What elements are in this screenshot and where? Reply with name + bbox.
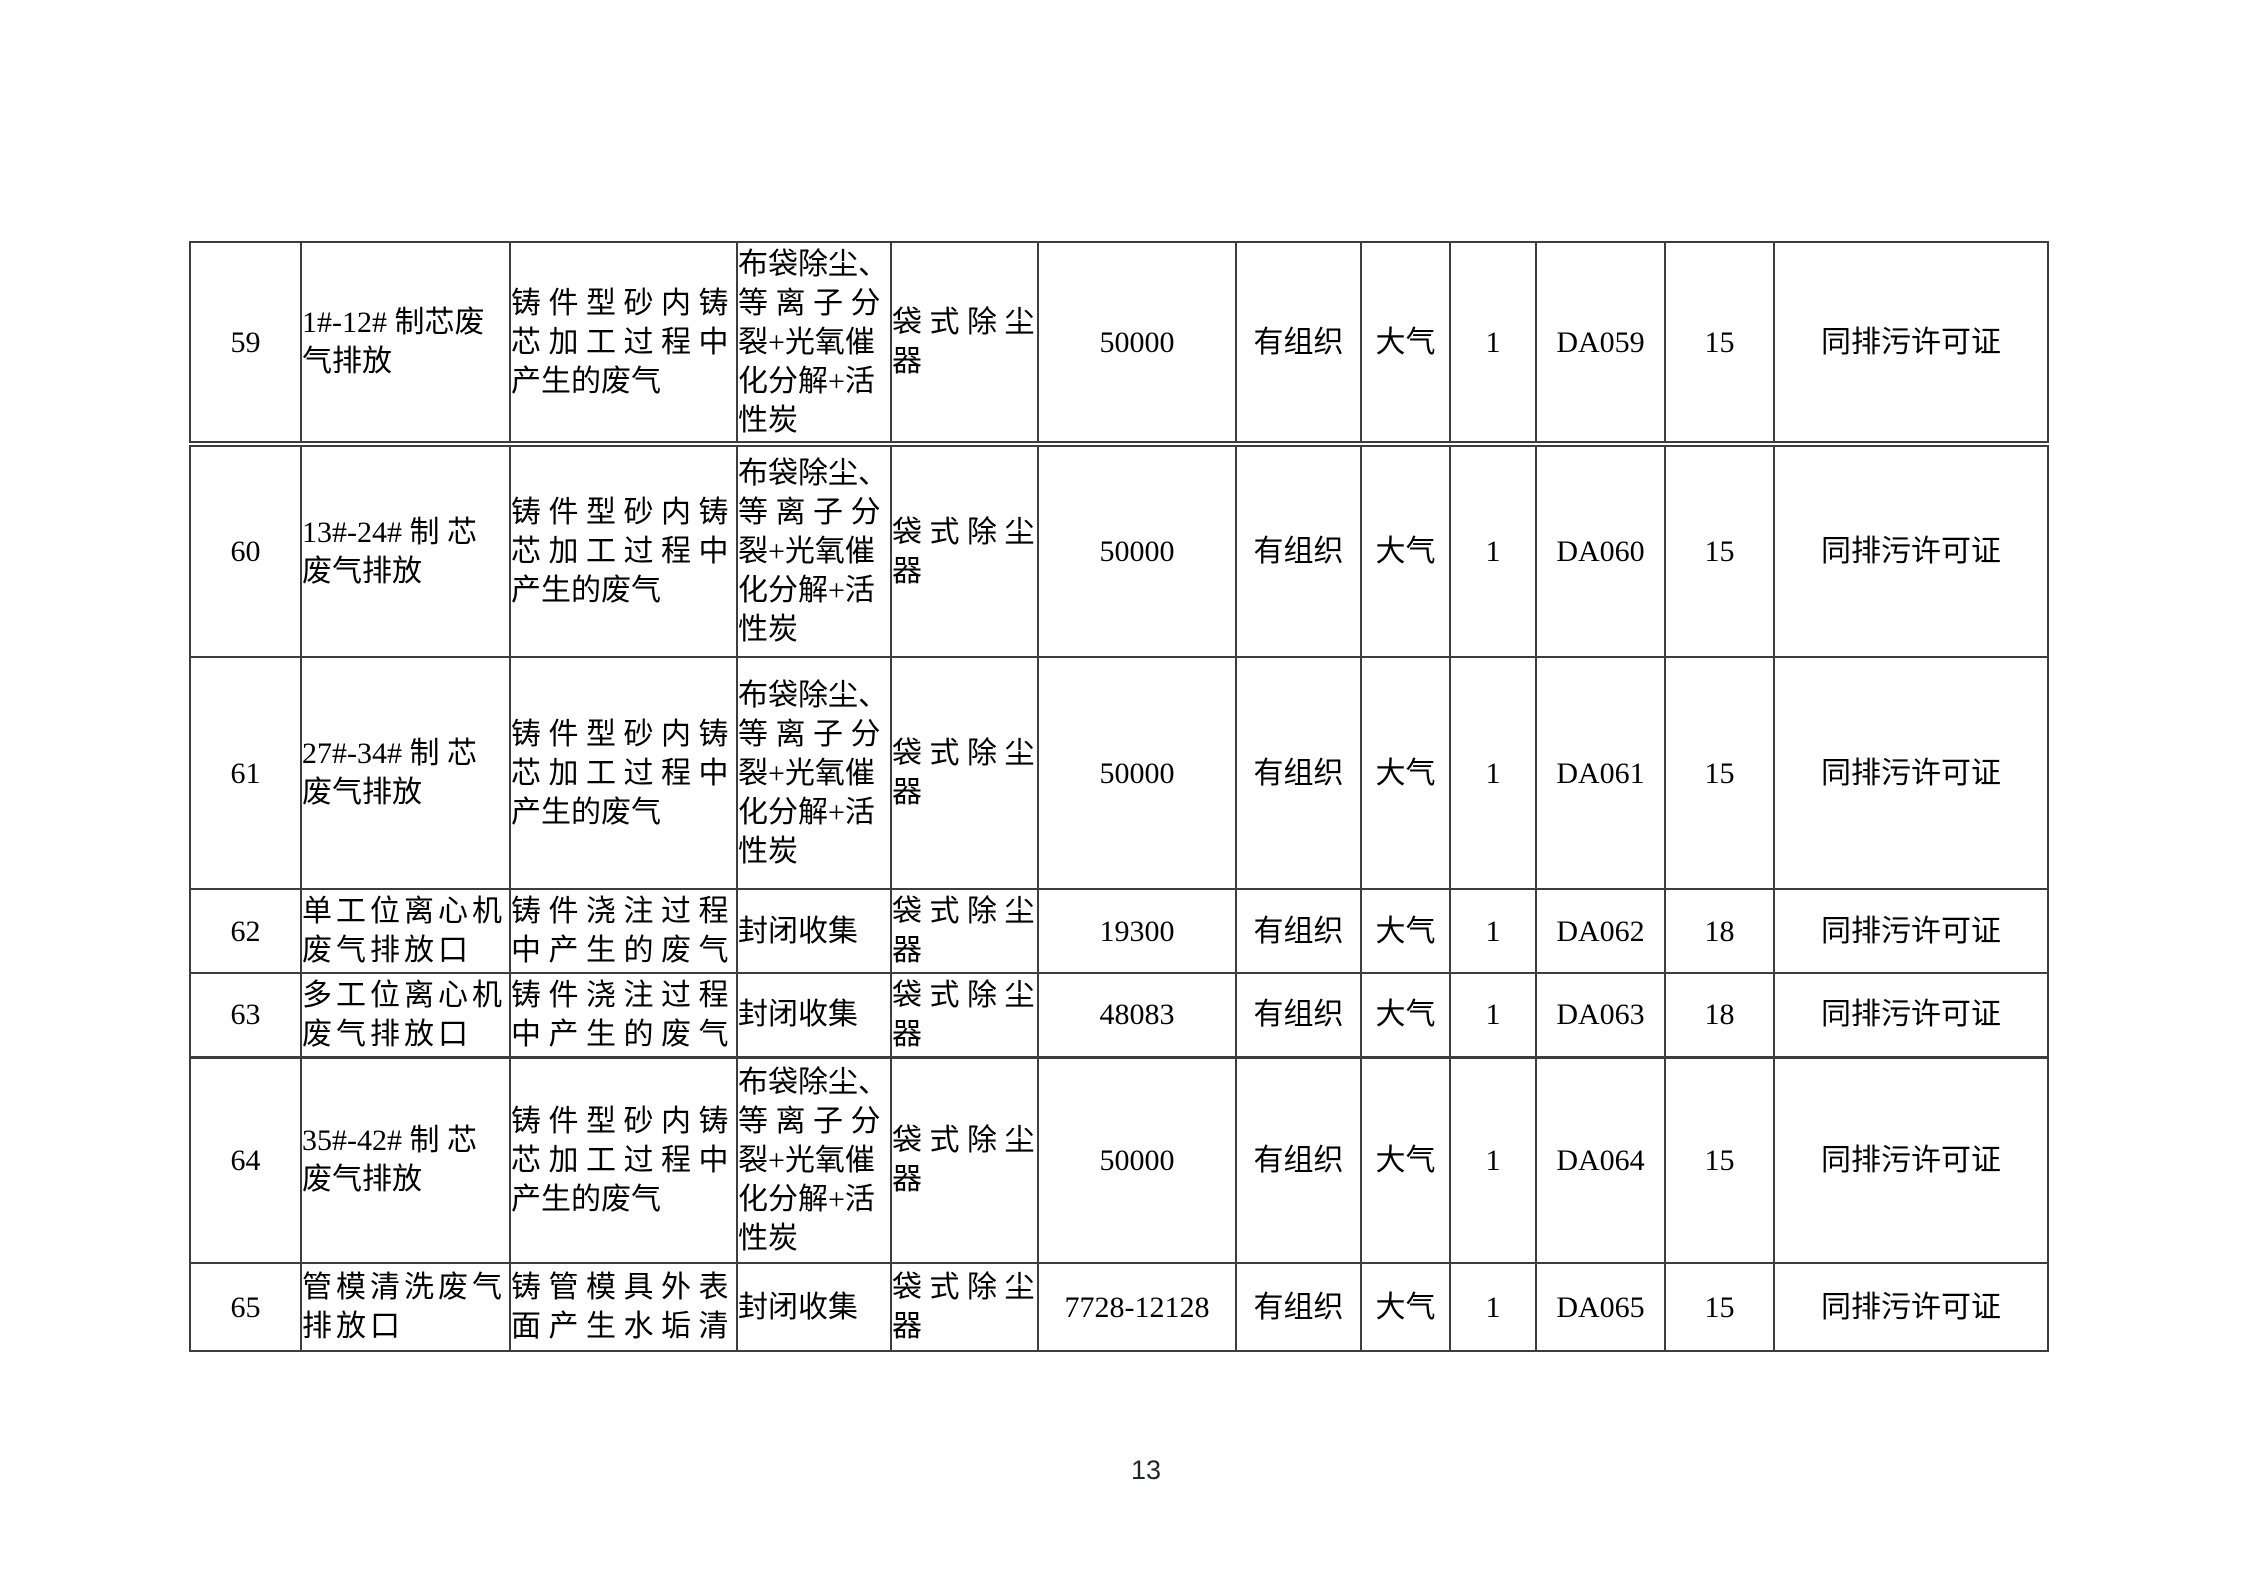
cell-height: 15 [1664, 1056, 1775, 1264]
cell-treatment: 布袋除尘、 等 离 子 分 裂+光氧催 化分解+活 性炭 [736, 443, 892, 658]
cell-treatment: 布袋除尘、 等 离 子 分 裂+光氧催 化分解+活 性炭 [736, 656, 892, 890]
cell-destination: 大气 [1360, 241, 1451, 447]
cell-quantity: 1 [1449, 1056, 1537, 1264]
cell-treatment: 布袋除尘、 等 离 子 分 裂+光氧催 化分解+活 性炭 [736, 1056, 892, 1264]
cell-treatment: 封闭收集 [736, 972, 892, 1059]
cell-amount: 50000 [1037, 241, 1237, 447]
cell-no: 59 [189, 241, 302, 447]
cell-quantity: 1 [1449, 656, 1537, 890]
cell-amount: 50000 [1037, 1056, 1237, 1264]
cell-height: 18 [1664, 888, 1775, 974]
cell-facility: 袋 式 除 尘 器 [890, 1262, 1039, 1352]
cell-quantity: 1 [1449, 443, 1537, 658]
cell-name: 27#-34# 制 芯 废气排放 [300, 656, 511, 890]
cell-outlet-code: DA064 [1535, 1056, 1666, 1264]
cell-facility: 袋 式 除 尘 器 [890, 1056, 1039, 1264]
cell-remark: 同排污许可证 [1773, 888, 2049, 974]
cell-no: 64 [189, 1056, 302, 1264]
cell-discharge-type: 有组织 [1235, 888, 1362, 974]
cell-remark: 同排污许可证 [1773, 1056, 2049, 1264]
cell-treatment: 布袋除尘、 等 离 子 分 裂+光氧催 化分解+活 性炭 [736, 241, 892, 447]
table-row: 63 多工位离心机 废气排放口 铸 件 浇 注 过 程 中 产 生 的 废 气 … [189, 972, 2049, 1059]
cell-discharge-type: 有组织 [1235, 656, 1362, 890]
cell-amount: 48083 [1037, 972, 1237, 1059]
cell-destination: 大气 [1360, 443, 1451, 658]
cell-amount: 7728-12128 [1037, 1262, 1237, 1352]
cell-destination: 大气 [1360, 888, 1451, 974]
cell-outlet-code: DA062 [1535, 888, 1666, 974]
cell-amount: 50000 [1037, 443, 1237, 658]
cell-outlet-code: DA061 [1535, 656, 1666, 890]
cell-discharge-type: 有组织 [1235, 1262, 1362, 1352]
cell-no: 61 [189, 656, 302, 890]
cell-amount: 19300 [1037, 888, 1237, 974]
table-row: 62 单工位离心机 废气排放口 铸 件 浇 注 过 程 中 产 生 的 废 气 … [189, 888, 2049, 974]
cell-name: 1#-12# 制芯废 气排放 [300, 241, 511, 447]
cell-discharge-type: 有组织 [1235, 972, 1362, 1059]
cell-height: 18 [1664, 972, 1775, 1059]
cell-source: 铸 管 模 具 外 表 面 产 生 水 垢 清 [509, 1262, 738, 1352]
table-row: 61 27#-34# 制 芯 废气排放 铸 件 型 砂 内 铸 芯 加 工 过 … [189, 656, 2049, 890]
table-row: 65 管模清洗废气 排放口 铸 管 模 具 外 表 面 产 生 水 垢 清 封闭… [189, 1262, 2049, 1352]
cell-quantity: 1 [1449, 888, 1537, 974]
cell-destination: 大气 [1360, 656, 1451, 890]
cell-height: 15 [1664, 443, 1775, 658]
cell-name: 单工位离心机 废气排放口 [300, 888, 511, 974]
emission-outlets-table: 59 1#-12# 制芯废 气排放 铸 件 型 砂 内 铸 芯 加 工 过 程 … [189, 241, 2049, 1352]
table-row: 59 1#-12# 制芯废 气排放 铸 件 型 砂 内 铸 芯 加 工 过 程 … [189, 241, 2049, 447]
cell-quantity: 1 [1449, 1262, 1537, 1352]
cell-no: 60 [189, 443, 302, 658]
cell-source: 铸 件 浇 注 过 程 中 产 生 的 废 气 [509, 888, 738, 974]
cell-outlet-code: DA065 [1535, 1262, 1666, 1352]
cell-outlet-code: DA059 [1535, 241, 1666, 447]
cell-facility: 袋 式 除 尘 器 [890, 972, 1039, 1059]
cell-discharge-type: 有组织 [1235, 443, 1362, 658]
cell-facility: 袋 式 除 尘 器 [890, 241, 1039, 447]
cell-no: 63 [189, 972, 302, 1059]
cell-no: 65 [189, 1262, 302, 1352]
cell-source: 铸 件 型 砂 内 铸 芯 加 工 过 程 中 产生的废气 [509, 443, 738, 658]
cell-source: 铸 件 型 砂 内 铸 芯 加 工 过 程 中 产生的废气 [509, 241, 738, 447]
cell-name: 35#-42# 制 芯 废气排放 [300, 1056, 511, 1264]
cell-outlet-code: DA063 [1535, 972, 1666, 1059]
table-row: 64 35#-42# 制 芯 废气排放 铸 件 型 砂 内 铸 芯 加 工 过 … [189, 1056, 2049, 1264]
cell-source: 铸 件 型 砂 内 铸 芯 加 工 过 程 中 产生的废气 [509, 656, 738, 890]
cell-facility: 袋 式 除 尘 器 [890, 443, 1039, 658]
cell-amount: 50000 [1037, 656, 1237, 890]
cell-height: 15 [1664, 656, 1775, 890]
cell-remark: 同排污许可证 [1773, 241, 2049, 447]
cell-name: 管模清洗废气 排放口 [300, 1262, 511, 1352]
cell-destination: 大气 [1360, 1262, 1451, 1352]
cell-no: 62 [189, 888, 302, 974]
cell-facility: 袋 式 除 尘 器 [890, 656, 1039, 890]
cell-remark: 同排污许可证 [1773, 1262, 2049, 1352]
cell-destination: 大气 [1360, 972, 1451, 1059]
cell-quantity: 1 [1449, 241, 1537, 447]
cell-name: 13#-24# 制 芯 废气排放 [300, 443, 511, 658]
cell-discharge-type: 有组织 [1235, 241, 1362, 447]
cell-source: 铸 件 浇 注 过 程 中 产 生 的 废 气 [509, 972, 738, 1059]
cell-outlet-code: DA060 [1535, 443, 1666, 658]
cell-remark: 同排污许可证 [1773, 972, 2049, 1059]
cell-height: 15 [1664, 241, 1775, 447]
cell-discharge-type: 有组织 [1235, 1056, 1362, 1264]
cell-facility: 袋 式 除 尘 器 [890, 888, 1039, 974]
cell-quantity: 1 [1449, 972, 1537, 1059]
cell-source: 铸 件 型 砂 内 铸 芯 加 工 过 程 中 产生的废气 [509, 1056, 738, 1264]
cell-treatment: 封闭收集 [736, 1262, 892, 1352]
table-row: 60 13#-24# 制 芯 废气排放 铸 件 型 砂 内 铸 芯 加 工 过 … [189, 443, 2049, 658]
cell-remark: 同排污许可证 [1773, 443, 2049, 658]
cell-remark: 同排污许可证 [1773, 656, 2049, 890]
page-number: 13 [1130, 1455, 1162, 1485]
cell-treatment: 封闭收集 [736, 888, 892, 974]
cell-destination: 大气 [1360, 1056, 1451, 1264]
cell-name: 多工位离心机 废气排放口 [300, 972, 511, 1059]
cell-height: 15 [1664, 1262, 1775, 1352]
